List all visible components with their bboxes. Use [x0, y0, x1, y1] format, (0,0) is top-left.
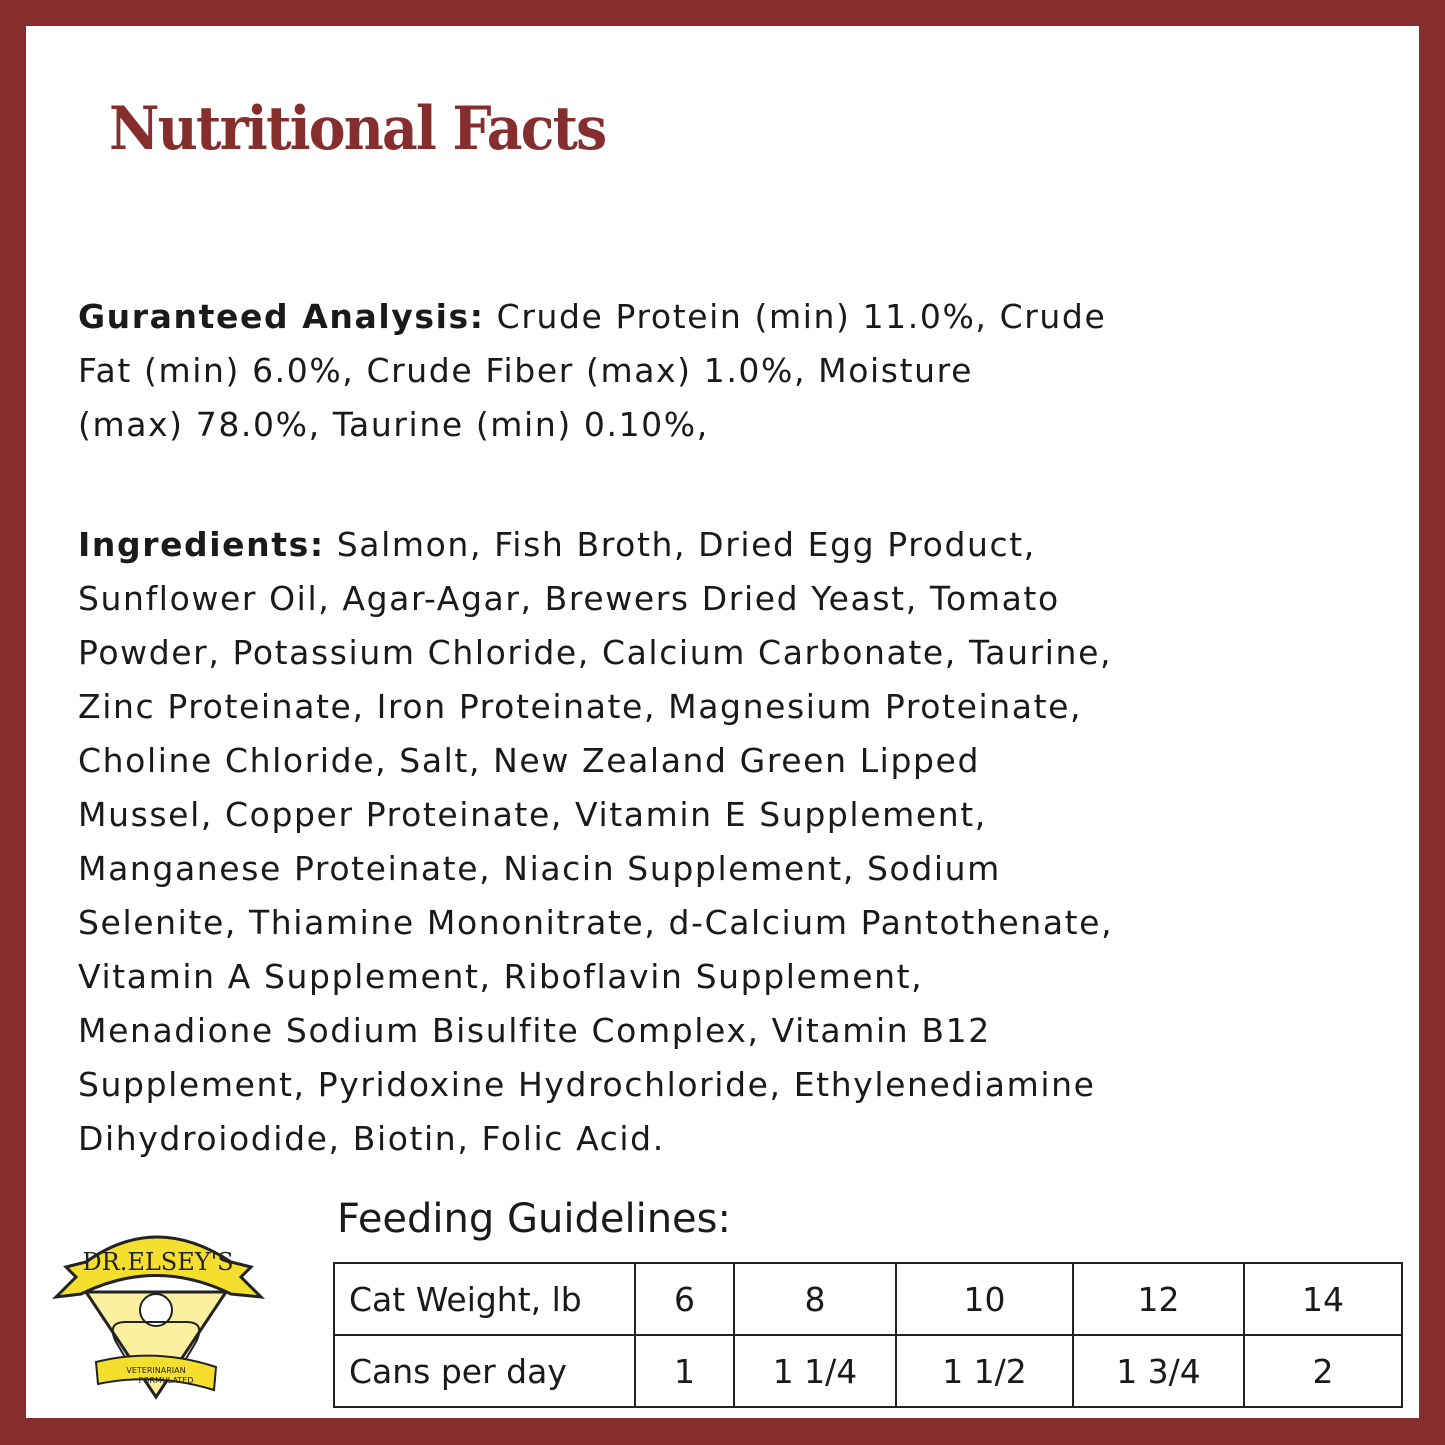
table-cell: 1 — [634, 1334, 735, 1408]
table-cell: 8 — [733, 1262, 897, 1336]
ingredients-line: Vitamin A Supplement, Riboflavin Supplem… — [78, 957, 924, 996]
feeding-guidelines-title: Feeding Guidelines: — [337, 1196, 731, 1242]
table-cell: 10 — [895, 1262, 1074, 1336]
svg-text:VETERINARIAN: VETERINARIAN — [126, 1366, 185, 1375]
brand-logo: DR.ELSEY'S VETERINARIAN FORMULATED — [36, 1222, 276, 1412]
ingredients-line: Zinc Proteinate, Iron Proteinate, Magnes… — [78, 687, 1083, 726]
analysis-line: Crude Protein (min) 11.0%, Crude — [484, 297, 1107, 336]
ingredients-line: Mussel, Copper Proteinate, Vitamin E Sup… — [78, 795, 987, 834]
feeding-table: Cat Weight, lb 6 8 10 12 14 Cans per day… — [333, 1262, 1403, 1408]
ingredients-label: Ingredients: — [78, 525, 325, 564]
table-row: Cat Weight, lb 6 8 10 12 14 — [333, 1262, 1403, 1336]
table-cell: 2 — [1243, 1334, 1403, 1408]
ingredients-line: Supplement, Pyridoxine Hydrochloride, Et… — [78, 1065, 1096, 1104]
ingredients-line: Dihydroiodide, Biotin, Folic Acid. — [78, 1119, 665, 1158]
ingredients-line: Sunflower Oil, Agar-Agar, Brewers Dried … — [78, 579, 1060, 618]
table-row: Cans per day 1 1 1/4 1 1/2 1 3/4 2 — [333, 1334, 1403, 1408]
table-cell: 1 1/2 — [895, 1334, 1074, 1408]
row-header: Cans per day — [333, 1334, 636, 1408]
ingredients-line: Menadione Sodium Bisulfite Complex, Vita… — [78, 1011, 991, 1050]
analysis-line: Fat (min) 6.0%, Crude Fiber (max) 1.0%, … — [78, 351, 973, 390]
ingredients-line: Selenite, Thiamine Mononitrate, d-Calciu… — [78, 903, 1114, 942]
table-cell: 14 — [1243, 1262, 1403, 1336]
table-cell: 6 — [634, 1262, 735, 1336]
ingredients-line: Manganese Proteinate, Niacin Supplement,… — [78, 849, 1001, 888]
ingredients-line: Choline Chloride, Salt, New Zealand Gree… — [78, 741, 980, 780]
ingredients: Ingredients: Salmon, Fish Broth, Dried E… — [78, 518, 1113, 1166]
svg-text:FORMULATED: FORMULATED — [139, 1376, 194, 1385]
svg-text:DR.ELSEY'S: DR.ELSEY'S — [82, 1248, 233, 1276]
content-panel: Nutritional Facts Guranteed Analysis: Cr… — [26, 26, 1419, 1418]
row-header: Cat Weight, lb — [333, 1262, 636, 1336]
table-cell: 12 — [1072, 1262, 1245, 1336]
guaranteed-analysis: Guranteed Analysis: Crude Protein (min) … — [78, 290, 1106, 452]
page-title: Nutritional Facts — [109, 94, 607, 164]
analysis-line: (max) 78.0%, Taurine (min) 0.10%, — [78, 405, 709, 444]
ingredients-line: Salmon, Fish Broth, Dried Egg Product, — [324, 525, 1036, 564]
ingredients-line: Powder, Potassium Chloride, Calcium Carb… — [78, 633, 1113, 672]
analysis-label: Guranteed Analysis: — [78, 297, 485, 336]
table-cell: 1 3/4 — [1072, 1334, 1245, 1408]
table-cell: 1 1/4 — [733, 1334, 897, 1408]
